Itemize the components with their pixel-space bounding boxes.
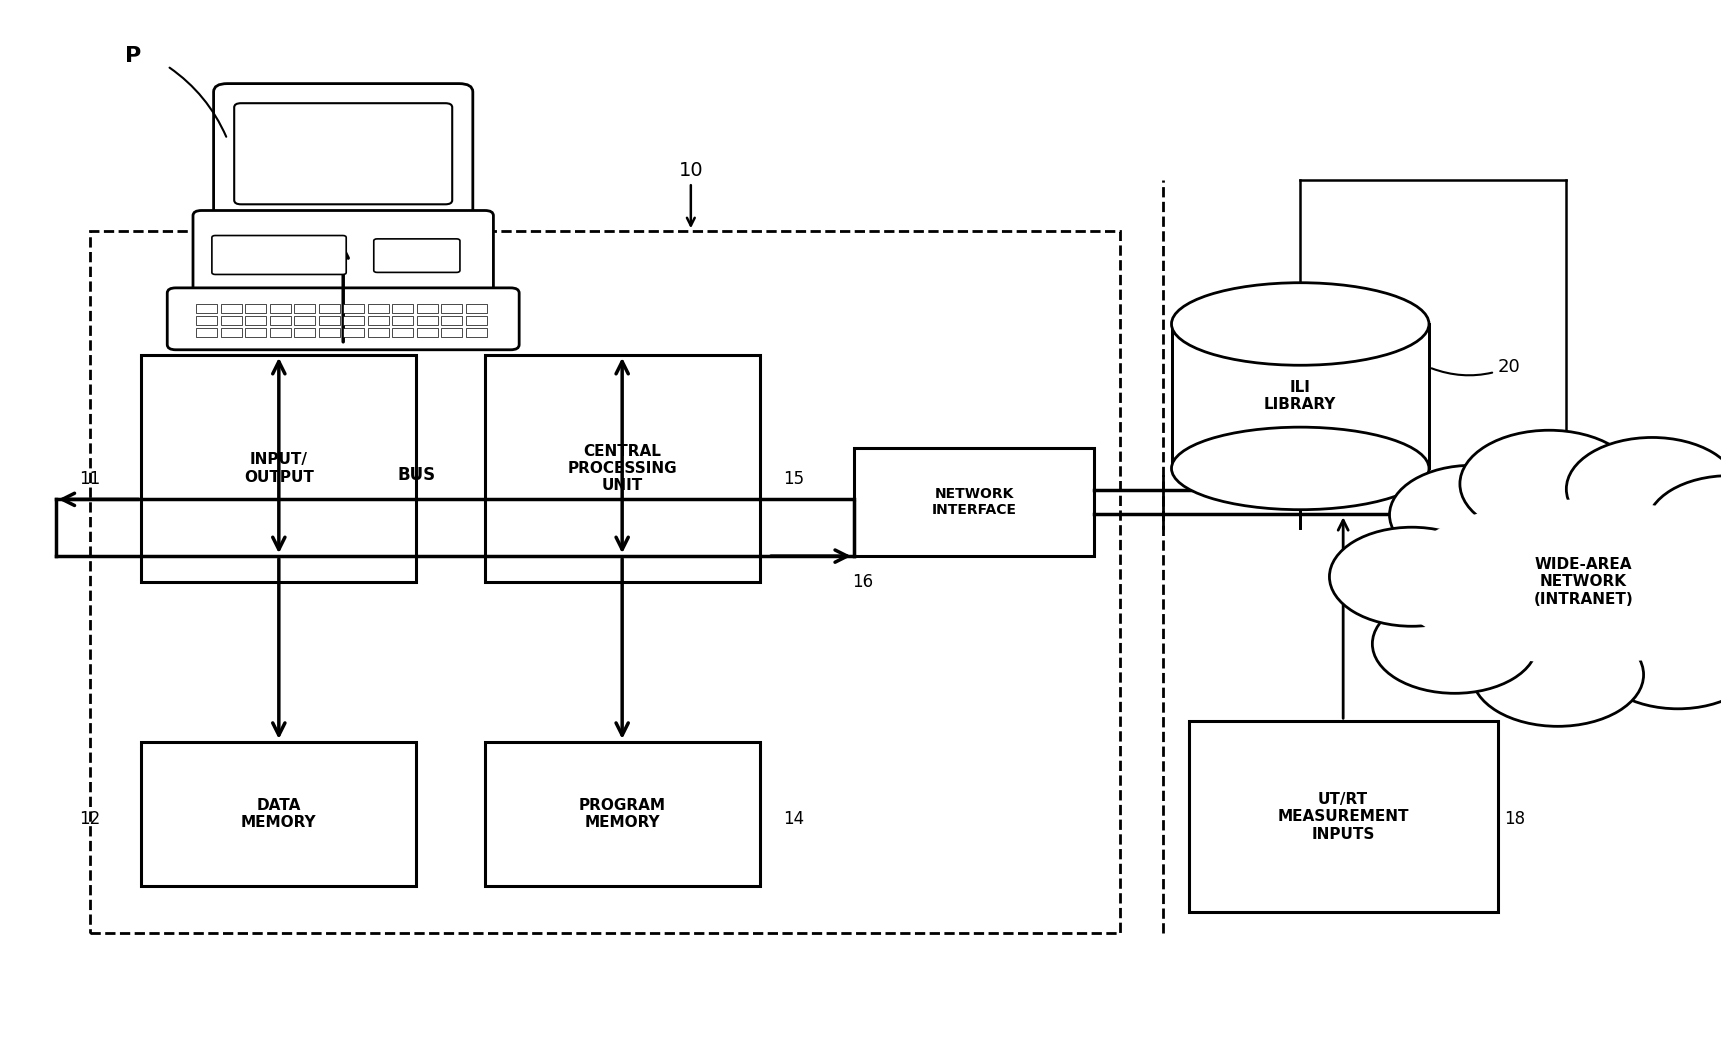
Text: BUS: BUS [397, 466, 435, 484]
Circle shape [1661, 541, 1725, 644]
Text: P: P [124, 46, 141, 66]
Bar [485, 355, 759, 582]
Bar [245, 316, 266, 326]
Text: WIDE-AREA
NETWORK
(INTRANET): WIDE-AREA NETWORK (INTRANET) [1534, 557, 1634, 606]
Circle shape [1596, 609, 1725, 709]
Bar [319, 316, 340, 326]
Text: 14: 14 [783, 810, 804, 828]
Bar [392, 316, 414, 326]
Bar [367, 305, 388, 313]
Bar [466, 329, 486, 337]
Ellipse shape [1396, 499, 1725, 665]
Bar [295, 305, 316, 313]
Circle shape [1459, 431, 1639, 538]
Bar [417, 329, 438, 337]
Ellipse shape [1171, 283, 1428, 365]
FancyBboxPatch shape [167, 288, 519, 349]
Bar [854, 448, 1094, 556]
Bar [1189, 721, 1497, 912]
Bar [442, 305, 462, 313]
Circle shape [1647, 475, 1725, 575]
Bar [1171, 324, 1428, 468]
Circle shape [1471, 623, 1644, 726]
Text: DATA
MEMORY: DATA MEMORY [242, 798, 317, 830]
Text: NETWORK
INTERFACE: NETWORK INTERFACE [932, 487, 1016, 517]
Bar [319, 305, 340, 313]
Bar [197, 329, 217, 337]
Bar [392, 329, 414, 337]
Text: 10: 10 [678, 160, 704, 226]
Text: ILI
LIBRARY: ILI LIBRARY [1264, 380, 1337, 413]
Bar [141, 742, 416, 886]
Text: INPUT/
OUTPUT: INPUT/ OUTPUT [243, 452, 314, 485]
Bar [466, 305, 486, 313]
Bar [269, 316, 292, 326]
Text: 16: 16 [852, 573, 873, 591]
Circle shape [1390, 465, 1554, 565]
Text: 18: 18 [1504, 810, 1525, 828]
Text: 15: 15 [783, 470, 804, 488]
Bar [221, 305, 242, 313]
Bar [392, 305, 414, 313]
FancyBboxPatch shape [374, 239, 461, 272]
Bar [343, 305, 364, 313]
Bar [442, 329, 462, 337]
Bar [485, 742, 759, 886]
FancyBboxPatch shape [212, 235, 347, 275]
Bar [269, 305, 292, 313]
Text: 20: 20 [1432, 359, 1520, 376]
FancyBboxPatch shape [214, 83, 473, 218]
Bar [343, 316, 364, 326]
Bar [221, 316, 242, 326]
Circle shape [1373, 594, 1537, 694]
Bar [442, 316, 462, 326]
Bar [466, 316, 486, 326]
Bar [90, 231, 1120, 933]
Bar [295, 329, 316, 337]
Bar [417, 305, 438, 313]
Bar [417, 316, 438, 326]
Text: PROGRAM
MEMORY: PROGRAM MEMORY [578, 798, 666, 830]
Text: CENTRAL
PROCESSING
UNIT: CENTRAL PROCESSING UNIT [568, 443, 676, 493]
Bar [319, 329, 340, 337]
FancyBboxPatch shape [235, 103, 452, 204]
Bar [141, 355, 416, 582]
Bar [367, 316, 388, 326]
Text: UT/RT
MEASUREMENT
INPUTS: UT/RT MEASUREMENT INPUTS [1278, 791, 1409, 841]
Bar [343, 329, 364, 337]
Bar [269, 329, 292, 337]
Bar [197, 305, 217, 313]
Bar [197, 316, 217, 326]
Ellipse shape [1171, 427, 1428, 510]
Bar [295, 316, 316, 326]
Text: 12: 12 [79, 810, 100, 828]
Bar [245, 329, 266, 337]
FancyBboxPatch shape [193, 210, 493, 298]
Bar [367, 329, 388, 337]
Circle shape [1566, 438, 1725, 541]
Bar [221, 329, 242, 337]
Text: 11: 11 [79, 470, 100, 488]
Circle shape [1330, 527, 1494, 626]
Bar [245, 305, 266, 313]
